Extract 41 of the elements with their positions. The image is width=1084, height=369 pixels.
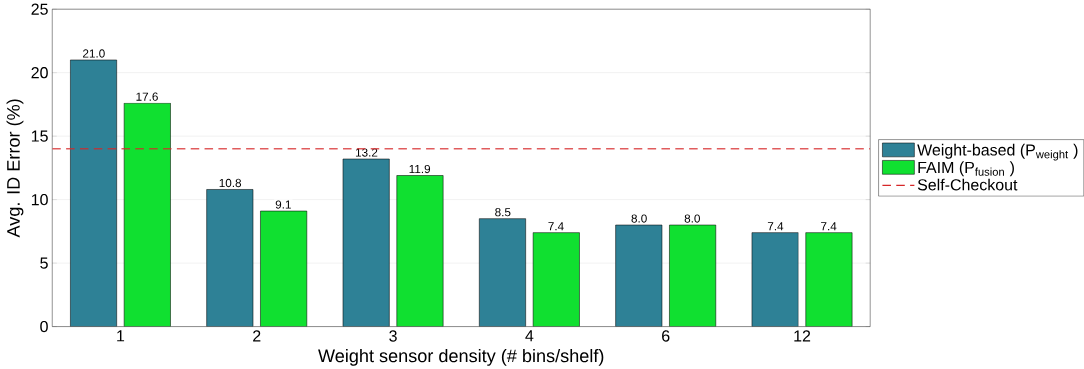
bar bbox=[342, 158, 390, 327]
bar bbox=[70, 59, 117, 327]
y-tick-label: 15 bbox=[31, 130, 48, 142]
bar bbox=[805, 232, 853, 327]
x-tick-label: 6 bbox=[662, 330, 670, 342]
y-tick-label: 0 bbox=[40, 320, 48, 333]
data-label: 10.8 bbox=[219, 178, 242, 187]
x-tick-label: 3 bbox=[389, 330, 397, 342]
data-label: 13.2 bbox=[355, 148, 378, 157]
data-label: 8.0 bbox=[631, 214, 647, 223]
x-tick-label: 1 bbox=[117, 330, 125, 342]
data-label: 8.0 bbox=[684, 214, 700, 223]
y-tick-label: 20 bbox=[31, 66, 48, 79]
bar bbox=[206, 189, 254, 327]
y-axis-title: Avg. ID Error (%) bbox=[6, 99, 24, 238]
bar bbox=[479, 218, 526, 327]
data-label: 9.1 bbox=[275, 200, 291, 209]
data-label: 7.4 bbox=[548, 222, 564, 231]
bar bbox=[669, 224, 716, 327]
y-tick-label: 5 bbox=[40, 257, 48, 269]
y-tick-label: 25 bbox=[31, 3, 48, 15]
x-axis-title: Weight sensor density (# bins/shelf) bbox=[318, 348, 604, 366]
data-label: 7.4 bbox=[767, 222, 784, 231]
x-tick-label: 12 bbox=[794, 330, 811, 342]
bar bbox=[615, 224, 662, 327]
legend-label: Self-Checkout bbox=[917, 178, 1018, 191]
data-label: 8.5 bbox=[495, 207, 511, 217]
bar bbox=[751, 232, 799, 327]
legend-label: FAIM (P$_{fusion}$ ) bbox=[918, 161, 1014, 176]
bar bbox=[260, 210, 307, 327]
data-label: 7.4 bbox=[821, 222, 837, 231]
data-label: 17.6 bbox=[136, 92, 158, 101]
x-tick-label: 2 bbox=[253, 330, 261, 342]
data-label: 11.9 bbox=[409, 164, 431, 173]
bar bbox=[533, 232, 580, 327]
bar bbox=[396, 175, 444, 327]
y-tick-label: 10 bbox=[31, 193, 48, 206]
legend-label: Weight-based (P$_{weight}$ ) bbox=[917, 143, 1078, 161]
data-label: 21.0 bbox=[83, 49, 105, 58]
x-tick-label: 4 bbox=[525, 330, 534, 342]
bar bbox=[124, 102, 171, 327]
